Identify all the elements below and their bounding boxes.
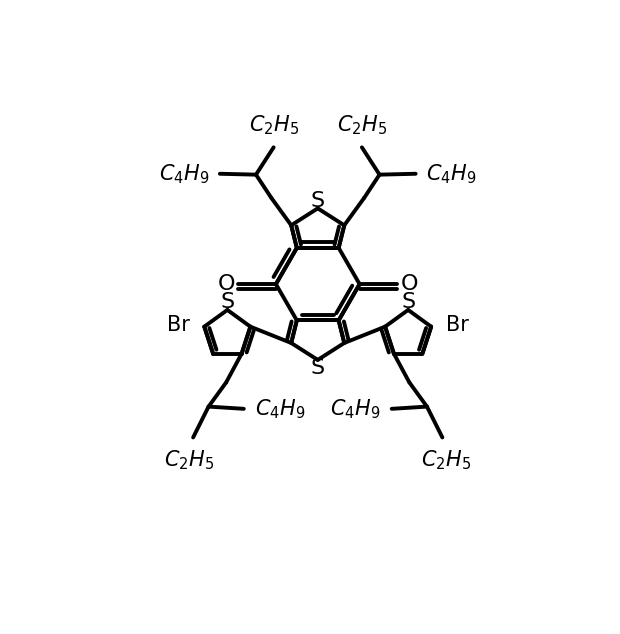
Text: $C_4H_9$: $C_4H_9$ [255,397,306,420]
Text: $C_2H_5$: $C_2H_5$ [249,113,299,137]
Text: S: S [311,191,325,211]
Text: $C_4H_9$: $C_4H_9$ [159,162,210,186]
Text: S: S [220,292,234,312]
Text: Br: Br [167,315,190,335]
Text: S: S [311,358,325,378]
Text: $C_4H_9$: $C_4H_9$ [426,162,476,186]
Text: O: O [218,274,235,294]
Text: S: S [401,292,415,312]
Text: O: O [401,274,418,294]
Text: $C_2H_5$: $C_2H_5$ [337,113,387,137]
Text: $C_2H_5$: $C_2H_5$ [421,449,471,472]
Text: Br: Br [446,315,469,335]
Text: $C_4H_9$: $C_4H_9$ [330,397,381,420]
Text: $C_2H_5$: $C_2H_5$ [164,449,215,472]
